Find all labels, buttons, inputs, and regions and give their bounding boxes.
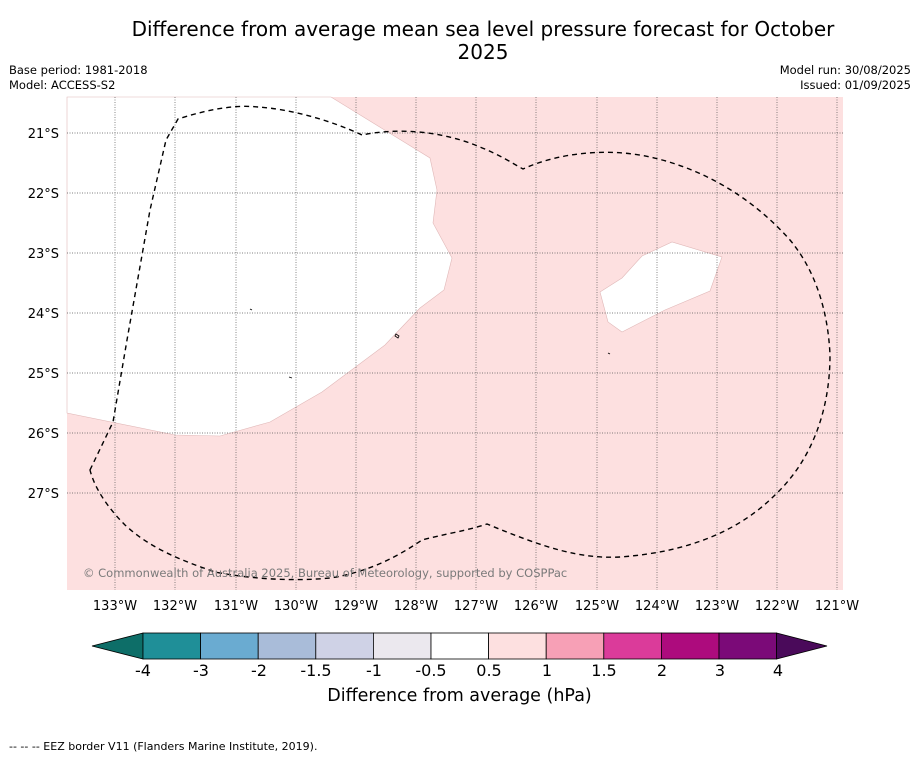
lon-labels: 133°W 132°W 131°W 130°W 129°W 128°W 127°… <box>93 599 859 614</box>
footer-note: -- -- -- EEZ border V11 (Flanders Marine… <box>9 740 318 753</box>
colorbar-extend-low <box>91 632 144 660</box>
island-mark <box>607 352 611 355</box>
colorbar-tick: -1 <box>366 661 382 680</box>
colorbar-segment <box>661 632 720 660</box>
lon-label: 131°W <box>214 599 258 614</box>
colorbar-segment <box>372 632 432 660</box>
lon-label: 130°W <box>274 599 318 614</box>
white-anomaly-area-west <box>66 96 453 437</box>
colorbar-tick: -1.5 <box>300 661 332 680</box>
colorbar-label: Difference from average (hPa) <box>327 686 592 706</box>
lat-label: 26°S <box>28 427 59 442</box>
colorbar-segment <box>142 632 201 660</box>
lon-label: 132°W <box>153 599 197 614</box>
base-period: Base period: 1981-2018 <box>9 63 148 77</box>
colorbar <box>91 632 828 660</box>
model-name: Model: ACCESS-S2 <box>9 78 116 92</box>
colorbar-tick: 2 <box>656 661 668 680</box>
lon-label: 122°W <box>755 599 799 614</box>
island-mark <box>249 308 253 311</box>
map-title: Difference from average mean sea level p… <box>131 17 835 64</box>
meta-left: Base period: 1981-2018 Model: ACCESS-S2 <box>9 63 148 93</box>
lat-label: 24°S <box>28 307 59 322</box>
lat-label: 22°S <box>28 187 59 202</box>
colorbar-segment <box>257 632 317 660</box>
colorbar-segment <box>430 632 489 660</box>
colorbar-tick: -0.5 <box>415 661 447 680</box>
colorbar-tick: -3 <box>193 661 209 680</box>
colorbar-segment <box>488 632 547 660</box>
lon-label: 124°W <box>635 599 679 614</box>
eez-border <box>89 105 831 581</box>
copyright-notice: © Commonwealth of Australia 2025, Bureau… <box>83 566 568 580</box>
colorbar-tick: 1.5 <box>591 661 617 680</box>
colorbar-segment <box>603 632 662 660</box>
lon-label: 126°W <box>514 599 558 614</box>
colorbar-tick: 1 <box>541 661 553 680</box>
colorbar-segment <box>200 632 259 660</box>
lon-label: 133°W <box>93 599 137 614</box>
colorbar-tick: 3 <box>714 661 726 680</box>
lon-label: 129°W <box>334 599 378 614</box>
colorbar-segment <box>315 632 374 660</box>
lon-label: 128°W <box>394 599 438 614</box>
lat-label: 25°S <box>28 367 59 382</box>
lat-label: 27°S <box>28 487 59 502</box>
colorbar-segment <box>718 632 777 660</box>
colorbar-extend-high <box>776 632 828 660</box>
island-mark <box>394 333 400 339</box>
meta-right: Model run: 30/08/2025 Issued: 01/09/2025 <box>780 63 911 93</box>
colorbar-segment <box>545 632 605 660</box>
island-mark <box>288 376 293 379</box>
lon-label: 127°W <box>454 599 498 614</box>
gridlines <box>67 97 843 590</box>
colorbar-tick: 0.5 <box>476 661 502 680</box>
lon-label: 125°W <box>575 599 619 614</box>
colorbar-tick: -2 <box>251 661 267 680</box>
issued-date: Issued: 01/09/2025 <box>800 78 911 92</box>
lon-label: 121°W <box>815 599 859 614</box>
lat-label: 23°S <box>28 247 59 262</box>
model-run: Model run: 30/08/2025 <box>779 63 911 77</box>
colorbar-tick: 4 <box>772 661 784 680</box>
white-anomaly-area-east <box>599 241 723 333</box>
colorbar-tick: -4 <box>135 661 151 680</box>
lat-label: 21°S <box>28 127 59 142</box>
lat-labels: 21°S 22°S 23°S 24°S 25°S 26°S 27°S <box>28 127 59 502</box>
lon-label: 123°W <box>695 599 739 614</box>
